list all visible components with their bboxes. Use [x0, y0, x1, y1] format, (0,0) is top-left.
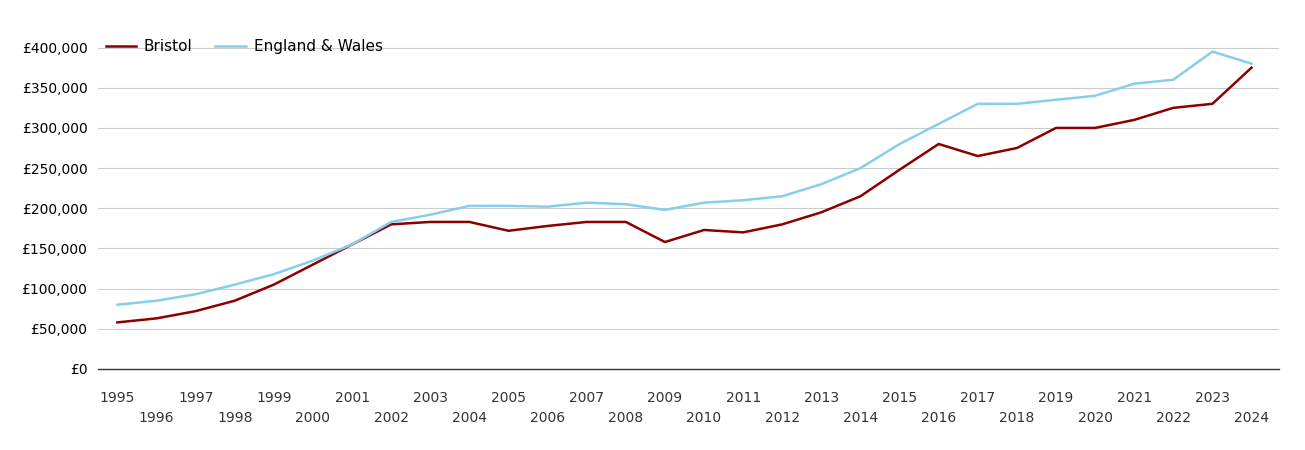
Bristol: [579, 219, 595, 225]
Bristol: [1244, 65, 1259, 70]
England & Wales: [852, 166, 868, 171]
Bristol: [384, 222, 399, 227]
Text: 2005: 2005: [491, 391, 526, 405]
Text: 2007: 2007: [569, 391, 604, 405]
Bristol: [1009, 145, 1024, 151]
Text: 2013: 2013: [804, 391, 839, 405]
England & Wales: [891, 141, 907, 147]
Bristol: [619, 219, 634, 225]
Bristol: [813, 210, 829, 215]
Text: 2003: 2003: [412, 391, 448, 405]
Text: 2011: 2011: [726, 391, 761, 405]
Bristol: [774, 222, 790, 227]
Text: 1995: 1995: [99, 391, 136, 405]
Text: 2019: 2019: [1039, 391, 1074, 405]
Text: 2012: 2012: [765, 411, 800, 425]
Text: 2017: 2017: [960, 391, 996, 405]
England & Wales: [970, 101, 985, 107]
England & Wales: [266, 271, 282, 277]
England & Wales: [305, 258, 321, 263]
Text: 2021: 2021: [1117, 391, 1152, 405]
Bristol: [423, 219, 438, 225]
Bristol: [345, 242, 360, 247]
England & Wales: [227, 282, 243, 287]
Text: 2001: 2001: [334, 391, 369, 405]
Text: 2020: 2020: [1078, 411, 1113, 425]
Bristol: [930, 141, 946, 147]
England & Wales: [423, 212, 438, 217]
Bristol: [540, 223, 556, 229]
England & Wales: [813, 181, 829, 187]
Text: 2016: 2016: [921, 411, 957, 425]
England & Wales: [149, 298, 164, 303]
Bristol: [305, 262, 321, 267]
Bristol: [735, 230, 750, 235]
England & Wales: [540, 204, 556, 209]
Text: 1997: 1997: [177, 391, 213, 405]
Text: 2004: 2004: [452, 411, 487, 425]
England & Wales: [619, 202, 634, 207]
Text: 2009: 2009: [647, 391, 683, 405]
England & Wales: [930, 121, 946, 126]
Text: 1999: 1999: [256, 391, 291, 405]
Bristol: [1126, 117, 1142, 122]
Text: 2008: 2008: [608, 411, 643, 425]
England & Wales: [345, 242, 360, 247]
England & Wales: [735, 198, 750, 203]
England & Wales: [696, 200, 711, 205]
Bristol: [149, 316, 164, 321]
England & Wales: [188, 292, 204, 297]
Bristol: [1205, 101, 1220, 107]
Bristol: [696, 227, 711, 233]
England & Wales: [1087, 93, 1103, 99]
Text: 2010: 2010: [686, 411, 722, 425]
England & Wales: [462, 203, 478, 208]
Line: England & Wales: England & Wales: [117, 52, 1251, 305]
Text: 1996: 1996: [138, 411, 175, 425]
Text: 2002: 2002: [373, 411, 408, 425]
Bristol: [1165, 105, 1181, 111]
England & Wales: [110, 302, 125, 307]
England & Wales: [384, 219, 399, 225]
Bristol: [501, 228, 517, 234]
England & Wales: [501, 203, 517, 208]
Bristol: [1087, 125, 1103, 130]
England & Wales: [1205, 49, 1220, 54]
Bristol: [891, 167, 907, 172]
Text: 2015: 2015: [882, 391, 917, 405]
Text: 2023: 2023: [1195, 391, 1229, 405]
Bristol: [658, 239, 673, 245]
England & Wales: [1244, 61, 1259, 66]
Bristol: [852, 194, 868, 199]
England & Wales: [1048, 97, 1064, 103]
England & Wales: [774, 194, 790, 199]
Text: 2000: 2000: [295, 411, 330, 425]
Legend: Bristol, England & Wales: Bristol, England & Wales: [106, 39, 382, 54]
England & Wales: [1126, 81, 1142, 86]
England & Wales: [579, 200, 595, 205]
Bristol: [970, 153, 985, 159]
Line: Bristol: Bristol: [117, 68, 1251, 322]
Text: 2024: 2024: [1235, 411, 1268, 425]
England & Wales: [1165, 77, 1181, 82]
Text: 1998: 1998: [217, 411, 252, 425]
Bristol: [462, 219, 478, 225]
England & Wales: [1009, 101, 1024, 107]
Bristol: [227, 298, 243, 303]
Text: 2014: 2014: [843, 411, 878, 425]
Bristol: [266, 282, 282, 287]
Text: 2022: 2022: [1156, 411, 1190, 425]
Bristol: [188, 308, 204, 314]
England & Wales: [658, 207, 673, 212]
Text: 2006: 2006: [530, 411, 565, 425]
Text: 2018: 2018: [1000, 411, 1035, 425]
Bristol: [1048, 125, 1064, 130]
Bristol: [110, 320, 125, 325]
